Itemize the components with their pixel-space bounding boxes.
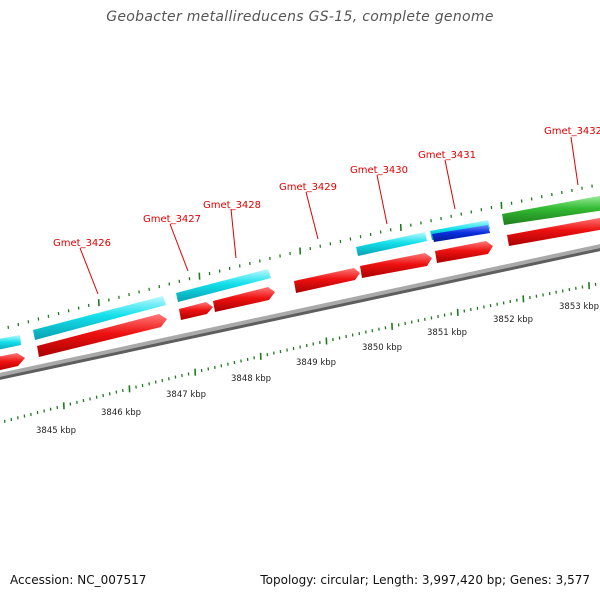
reverse-cds-4 bbox=[294, 268, 360, 293]
reverse-cds-5 bbox=[360, 253, 432, 278]
genome-stats-text: Topology: circular; Length: 3,997,420 bp… bbox=[260, 573, 590, 587]
leader-gmet-3431 bbox=[444, 159, 456, 210]
forward-cds-0 bbox=[0, 335, 21, 350]
genome-backbone bbox=[0, 244, 600, 380]
forward-cds-1 bbox=[33, 296, 166, 340]
ruler-tick-track bbox=[3, 282, 597, 423]
outer-tick-track bbox=[7, 184, 593, 329]
leader-gmet-3430 bbox=[376, 174, 388, 225]
gene-label-leaders bbox=[79, 136, 579, 295]
forward-other-feature bbox=[502, 195, 600, 225]
reverse-strand-track bbox=[0, 217, 600, 371]
ruler-label: 3853 kbp bbox=[559, 302, 599, 312]
reverse-cds-7 bbox=[507, 217, 600, 246]
genome-title: Geobacter metallireducens GS-15, complet… bbox=[106, 9, 494, 25]
ruler-label: 3852 kbp bbox=[493, 315, 533, 325]
ruler-label: 3851 kbp bbox=[427, 328, 467, 338]
forward-cds-2 bbox=[176, 269, 271, 302]
forward-cds-3 bbox=[356, 232, 427, 256]
accession-text: Accession: NC_007517 bbox=[10, 573, 147, 587]
ruler-label: 3847 kbp bbox=[166, 390, 206, 400]
gene-label[interactable]: Gmet_3432 bbox=[544, 126, 600, 137]
reverse-cds-2 bbox=[179, 302, 213, 320]
gene-labels: Gmet_3426 Gmet_3427 Gmet_3428 Gmet_3429 … bbox=[53, 126, 600, 249]
gene-label[interactable]: Gmet_3428 bbox=[203, 200, 261, 211]
gene-label[interactable]: Gmet_3430 bbox=[350, 165, 408, 176]
ruler-labels: 3845 kbp 3846 kbp 3847 kbp 3848 kbp 3849… bbox=[36, 302, 599, 436]
leader-gmet-3427 bbox=[169, 223, 189, 272]
leader-gmet-3432 bbox=[570, 136, 579, 186]
gene-label[interactable]: Gmet_3427 bbox=[143, 214, 201, 225]
leader-gmet-3426 bbox=[79, 247, 99, 295]
reverse-cds-1 bbox=[37, 314, 167, 357]
rna-feature bbox=[432, 225, 490, 242]
gene-label[interactable]: Gmet_3429 bbox=[279, 182, 337, 193]
leader-gmet-3429 bbox=[305, 191, 319, 240]
reverse-cds-6 bbox=[435, 241, 493, 263]
ruler-label: 3848 kbp bbox=[231, 374, 271, 384]
backbone-line bbox=[0, 244, 600, 377]
ruler-label: 3845 kbp bbox=[36, 426, 76, 436]
ruler-label: 3850 kbp bbox=[362, 343, 402, 353]
gene-label[interactable]: Gmet_3431 bbox=[418, 150, 476, 161]
reverse-cds-3 bbox=[213, 287, 275, 312]
ruler-label: 3849 kbp bbox=[296, 358, 336, 368]
gene-label[interactable]: Gmet_3426 bbox=[53, 238, 111, 249]
ruler-label: 3846 kbp bbox=[101, 408, 141, 418]
leader-gmet-3428 bbox=[230, 208, 237, 259]
reverse-cds-0 bbox=[0, 353, 25, 371]
